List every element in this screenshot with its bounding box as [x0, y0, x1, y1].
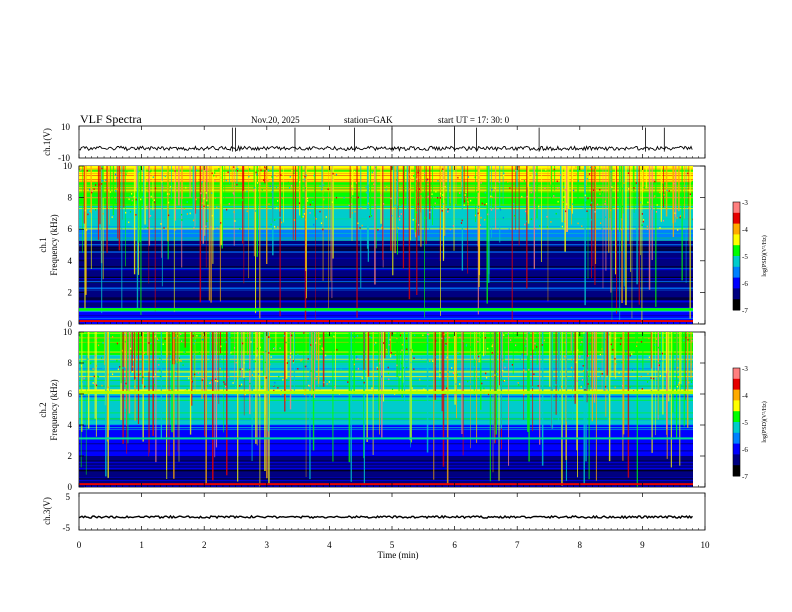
time-tick-5: 5 [390, 540, 395, 550]
spec1-band-3 [79, 229, 693, 241]
date-label: Nov.20, 2025 [251, 115, 300, 125]
ch1-waveform-line [78, 144, 693, 152]
ch2-colorbar-swatch-3 [733, 400, 740, 412]
ch1-spec-ytick-4: 4 [68, 256, 73, 266]
ch2-colorbar: -3 -4 -5 -6 -7 log(PSD)(V²/Hz) [732, 365, 768, 481]
ch2-colorbar-swatch-8 [733, 454, 740, 466]
ch3-waveform-frame [78, 492, 706, 531]
ch3-waveform-trace [78, 514, 693, 520]
time-tick-10: 10 [701, 540, 711, 550]
ch2-colorbar-swatch-2 [733, 389, 740, 401]
ch1-waveform-panel: 10 -10 ch.1(V) [42, 122, 706, 163]
ch1-spec-ytick-6: 6 [68, 224, 73, 234]
ch2-spec-ytick-8: 8 [68, 358, 73, 368]
ch1-colorbar-swatch-3 [733, 234, 740, 246]
ch3-ytick-bottom: -5 [63, 523, 71, 533]
time-tick-1: 1 [139, 540, 144, 550]
ch1-spectrogram-image [79, 166, 693, 324]
ch1-ylabel: ch.1(V) [42, 128, 52, 156]
ch1-colorbar-swatch-4 [733, 245, 740, 257]
start-time-label: start UT = 17: 30: 0 [438, 115, 510, 125]
station-label: station=GAK [344, 115, 393, 125]
ch1-spectrogram-panel: 10 8 6 4 2 0 ch.1 Frequency (kHz) [38, 161, 706, 329]
spec1-band-6 [79, 311, 693, 324]
ch1-ytick-bottom: -10 [58, 153, 70, 163]
time-tick-4: 4 [327, 540, 332, 550]
ch2-colorbar-swatch-6 [733, 432, 740, 445]
ch1-spec-ytick-10: 10 [63, 161, 73, 171]
ch2-colorbar-swatch-4 [733, 411, 740, 423]
ch2-spectrogram-panel: 10 8 6 4 2 0 ch.2 Frequency (kHz) [38, 327, 706, 492]
time-tick-9: 9 [640, 540, 645, 550]
ch1-colorbar-swatch-7 [733, 277, 740, 289]
time-axis-label: Time (min) [378, 550, 419, 560]
ch1-waveform-trace [78, 127, 693, 152]
time-tick-3: 3 [265, 540, 270, 550]
ch3-ylabel: ch.3(V) [42, 497, 52, 525]
ch2-spectrogram-image [79, 332, 693, 487]
spec2-band-5 [79, 440, 693, 456]
ch2-colorbar-swatch-7 [733, 443, 740, 455]
ch1-colorbar-label: log(PSD)(V²/Hz) [761, 235, 768, 276]
ch2-colorbar-tick-4: -7 [742, 473, 748, 481]
ch1-colorbar-tick-0: -3 [742, 199, 748, 207]
ch1-spec-ytick-2: 2 [68, 287, 73, 297]
ch2-colorbar-tick-0: -3 [742, 365, 748, 373]
figure-title: VLF Spectra [80, 112, 142, 126]
ch1-ytick-top: 10 [61, 122, 71, 132]
ch2-colorbar-swatch-5 [733, 422, 740, 434]
ch1-spec-ylabel-line2: Frequency (kHz) [49, 214, 59, 275]
ch3-ytick-top: 5 [66, 492, 71, 502]
ch2-spec-ytick-10: 10 [63, 327, 73, 337]
ch2-spec-ytick-4: 4 [68, 420, 73, 430]
ch1-colorbar-tick-3: -6 [742, 280, 748, 288]
spec2-band-6 [79, 456, 693, 487]
ch2-spec-ylabel-line2: Frequency (kHz) [49, 379, 59, 440]
ch2-spec-ylabel-line1: ch.2 [38, 402, 48, 417]
time-tick-2: 2 [202, 540, 207, 550]
ch2-spec-ytick-2: 2 [68, 451, 73, 461]
ch2-spec-ytick-6: 6 [68, 389, 73, 399]
time-tick-0: 0 [77, 540, 82, 550]
time-tick-7: 7 [515, 540, 520, 550]
ch1-colorbar-swatch-6 [733, 266, 740, 279]
ch2-spec-ytick-0: 0 [68, 482, 73, 492]
ch1-colorbar-swatch-8 [733, 288, 740, 300]
ch1-colorbar-tick-4: -7 [742, 307, 748, 315]
ch1-colorbar-tick-1: -4 [742, 226, 748, 234]
ch2-colorbar-tick-1: -4 [742, 392, 748, 400]
ch2-colorbar-swatch-0 [733, 368, 740, 380]
ch2-colorbar-swatch-1 [733, 378, 740, 391]
time-tick-8: 8 [578, 540, 583, 550]
ch1-colorbar-swatch-9 [733, 299, 740, 311]
ch2-colorbar-swatch-9 [733, 465, 740, 477]
ch1-colorbar-swatch-1 [733, 212, 740, 225]
time-axis: 0 1 2 3 4 5 6 7 8 9 10 [77, 126, 710, 550]
ch2-colorbar-label: log(PSD)(V²/Hz) [761, 401, 768, 442]
ch1-colorbar: -3 -4 -5 -6 -7 log(PSD)(V²/Hz) [732, 199, 768, 315]
ch3-waveform-line [78, 514, 693, 520]
ch1-spec-ytick-0: 0 [68, 319, 73, 329]
ch1-colorbar-swatch-5 [733, 256, 740, 268]
ch1-colorbar-swatch-0 [733, 202, 740, 214]
ch2-colorbar-tick-3: -6 [742, 446, 748, 454]
ch2-colorbar-tick-2: -5 [742, 419, 748, 427]
ch1-colorbar-tick-2: -5 [742, 253, 748, 261]
ch1-spec-ylabel-line1: ch.1 [38, 237, 48, 252]
ch1-colorbar-swatch-2 [733, 223, 740, 235]
ch1-spec-ytick-8: 8 [68, 193, 73, 203]
time-tick-6: 6 [452, 540, 457, 550]
